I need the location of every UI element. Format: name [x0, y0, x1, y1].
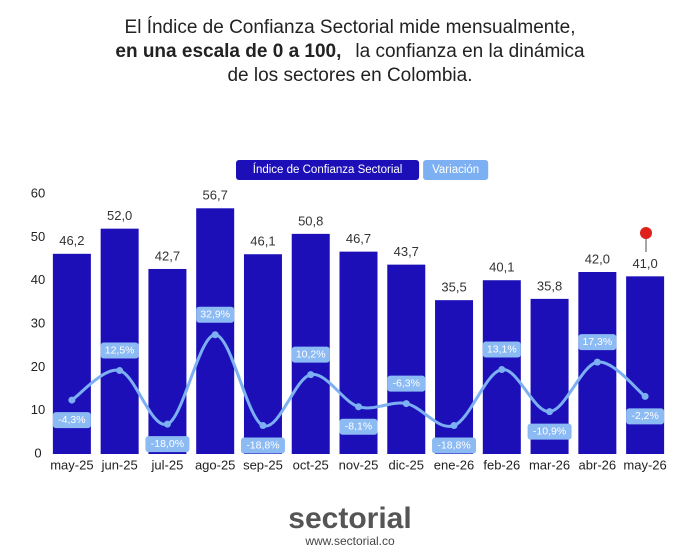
bar-value-label: 35,8 [537, 278, 562, 293]
bar-value-label: 46,1 [250, 234, 275, 249]
line-point [116, 367, 124, 375]
legend-label: Variación [432, 164, 479, 176]
x-tick-label: jun-25 [101, 457, 138, 472]
line-value-label: 32,9% [200, 308, 230, 320]
x-tick-label: feb-26 [483, 457, 520, 472]
x-tick-label: abr-26 [579, 457, 617, 472]
bar-value-label: 40,1 [489, 260, 514, 275]
line-point [593, 358, 601, 366]
x-tick-label: ago-25 [195, 457, 235, 472]
bar [435, 300, 474, 454]
logo: sectorial [288, 502, 411, 535]
line-point [498, 366, 506, 373]
line-value-label: -8,1% [345, 421, 372, 433]
value-label-box [578, 334, 617, 351]
line-point [450, 422, 458, 430]
value-label-box [100, 342, 139, 359]
bar [196, 208, 235, 454]
y-tick-label: 60 [31, 185, 45, 200]
x-tick-label: jul-25 [151, 457, 184, 472]
line-value-label: 13,1% [487, 343, 517, 355]
x-tick-label: nov-25 [339, 457, 379, 472]
y-tick-label: 30 [31, 315, 45, 330]
x-tick-label: oct-25 [293, 457, 329, 472]
bar-value-label: 41,0 [632, 256, 657, 271]
line-point [355, 403, 362, 411]
value-label-box [432, 437, 477, 454]
value-label-box [482, 341, 521, 358]
bar-value-label: 52,0 [107, 208, 132, 223]
y-tick-label: 10 [31, 402, 45, 417]
y-tick-label: 40 [31, 272, 45, 287]
value-label-box [145, 436, 190, 453]
legend-label: Índice de Confianza Sectorial [253, 163, 403, 176]
value-label-box [196, 306, 235, 323]
line-value-label: 17,3% [582, 336, 612, 348]
line-value-label: 10,2% [296, 348, 326, 360]
pin [640, 227, 652, 252]
line-value-label: -18,8% [437, 439, 470, 451]
value-label-box [527, 423, 572, 440]
bar-value-label: 42,0 [585, 251, 610, 266]
x-tick-label: may-26 [623, 457, 666, 472]
legend-swatch [423, 160, 489, 180]
value-label-box [387, 375, 426, 392]
description: El Índice de Confianza Sectorial mide me… [125, 17, 576, 38]
value-label-box [626, 408, 665, 425]
bar-value-label: 56,7 [203, 188, 228, 203]
line-point [259, 422, 267, 430]
line-value-label: -18,0% [151, 438, 184, 450]
line-value-label: -10,9% [533, 425, 566, 437]
bar-value-label: 50,8 [298, 213, 323, 228]
bar-value-label: 46,7 [346, 231, 371, 246]
bar [291, 233, 330, 454]
value-label-box [291, 346, 330, 363]
description: la confianza en la dinámica [355, 41, 585, 62]
bar-value-label: 43,7 [394, 244, 419, 259]
x-tick-label: sep-25 [243, 457, 283, 472]
x-tick-label: may-25 [50, 457, 93, 472]
line-value-label: -2,2% [631, 410, 658, 422]
line-point [402, 400, 410, 408]
line-value-label: 12,5% [105, 344, 135, 356]
x-tick-label: dic-25 [389, 457, 424, 472]
description-bold: en una escala de 0 a 100, [115, 41, 341, 62]
line-point [546, 408, 554, 416]
url: www.sectorial.co [304, 534, 395, 548]
value-label-box [52, 412, 91, 429]
line-point [211, 331, 219, 339]
y-tick-label: 50 [31, 229, 45, 244]
legend-swatch [236, 160, 420, 180]
x-tick-label: ene-26 [434, 457, 474, 472]
bar-value-label: 35,5 [441, 280, 466, 295]
line-value-label: -18,8% [246, 439, 279, 451]
x-tick-label: mar-26 [529, 457, 570, 472]
value-label-box [240, 437, 285, 454]
line-point [307, 371, 315, 379]
line-value-label: -6,3% [393, 377, 420, 389]
bar [100, 228, 139, 454]
value-label-box [339, 418, 378, 435]
bar-value-label: 42,7 [155, 248, 180, 263]
y-tick-label: 20 [31, 359, 45, 374]
description: en una escala de 0 a 100, la confianza en… [115, 41, 585, 62]
line-point [68, 396, 76, 404]
y-tick-label: 0 [34, 445, 41, 460]
bar-value-label: 46,2 [59, 233, 84, 248]
line-value-label: -4,3% [58, 414, 85, 426]
bar [387, 264, 426, 454]
description: de los sectores en Colombia. [227, 65, 472, 86]
line-point [163, 420, 171, 428]
bar [626, 276, 665, 454]
line-point [641, 392, 649, 400]
